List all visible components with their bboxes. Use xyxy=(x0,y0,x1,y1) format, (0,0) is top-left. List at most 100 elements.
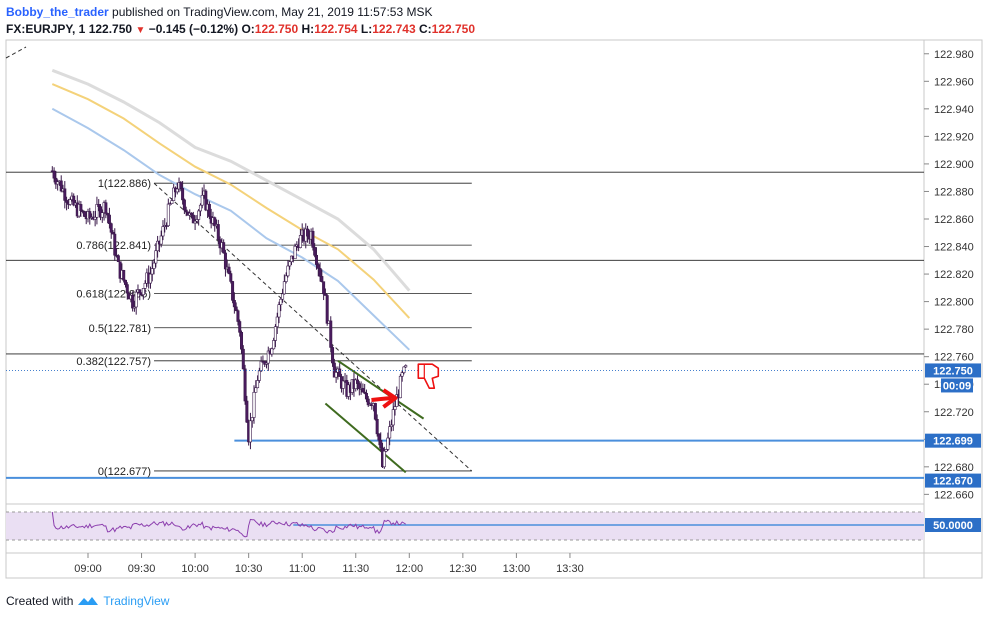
y-tick-label: 122.800 xyxy=(934,297,974,309)
candle-body xyxy=(197,210,201,220)
candle-body xyxy=(191,214,195,224)
candle-body xyxy=(279,298,283,305)
candle-body xyxy=(284,275,288,282)
candle-body xyxy=(382,450,386,468)
y-tick-label: 122.900 xyxy=(934,159,974,171)
candle-body xyxy=(293,245,297,260)
candle-body xyxy=(354,379,358,389)
candle-body xyxy=(111,231,115,235)
time-axis: 09:00 09:30 10:00 10:30 11:00 11:30 12:00 12:30… xyxy=(74,553,584,575)
candle-body xyxy=(200,194,204,206)
candle-body xyxy=(256,380,260,389)
open-label: O: xyxy=(241,22,255,36)
close-value: 122.750 xyxy=(431,22,476,36)
candle-body xyxy=(168,203,172,205)
candle-body xyxy=(172,187,176,201)
rsi-level-label: 50.0000 xyxy=(933,520,973,532)
ma-line-2 xyxy=(51,68,411,292)
candle-body xyxy=(138,289,142,294)
price-tags: 122.750 00:09 122.699 122.670 xyxy=(6,363,981,488)
x-tick-label: 12:00 xyxy=(396,563,424,575)
candle-body xyxy=(393,406,397,410)
candle-body xyxy=(364,392,368,400)
candle-body xyxy=(123,279,127,285)
candle-body xyxy=(161,226,165,237)
y-tick-label: 122.940 xyxy=(934,104,974,116)
y-tick-label: 122.760 xyxy=(934,352,974,364)
rsi-panel: 50.0000 xyxy=(6,511,981,541)
x-tick-label: 10:00 xyxy=(181,563,209,575)
author-link[interactable]: Bobby_the_trader xyxy=(6,5,109,19)
candle-body xyxy=(104,202,108,214)
rsi-level-tag xyxy=(925,518,981,532)
candle-body xyxy=(314,254,318,265)
open-value: 122.750 xyxy=(254,22,299,36)
candle-body xyxy=(329,320,333,348)
candle-body xyxy=(275,316,279,327)
countdown-tag xyxy=(941,378,973,393)
price-tag-label: 122.750 xyxy=(933,365,973,377)
candle-body xyxy=(241,348,245,370)
candle-body xyxy=(282,281,286,295)
candle-body xyxy=(98,206,102,218)
y-tick-label: 122.880 xyxy=(934,186,974,198)
thumbs-down-icon xyxy=(417,363,440,389)
y-tick-label: 122.960 xyxy=(934,76,974,88)
fib-level-label: 1(122.886) xyxy=(98,178,151,190)
x-tick-label: 13:00 xyxy=(503,563,531,575)
candle-body xyxy=(384,449,388,452)
last-price: 122.750 xyxy=(88,22,133,36)
low-value: 122.743 xyxy=(372,22,416,36)
candle-body xyxy=(366,398,370,406)
x-tick-label: 10:30 xyxy=(235,563,263,575)
candle-body xyxy=(229,273,233,282)
candle-body xyxy=(195,219,199,222)
fib-level-label: 0.382(122.757) xyxy=(76,356,151,368)
candle-body xyxy=(245,400,249,423)
candle-body xyxy=(398,375,402,399)
candle-body xyxy=(116,255,120,263)
candle-body xyxy=(166,203,170,227)
candle-body xyxy=(97,204,101,207)
tradingview-brand-link[interactable]: TradingView xyxy=(103,594,170,608)
candle-body xyxy=(52,170,56,179)
candle-body xyxy=(134,291,138,308)
trendlines xyxy=(5,46,473,474)
candle-body xyxy=(93,216,97,220)
candle-body xyxy=(56,181,60,185)
candle-body xyxy=(122,270,126,281)
candle-body xyxy=(106,213,110,216)
candle-body xyxy=(323,293,327,296)
candle-body xyxy=(389,424,393,427)
y-tick-label: 122.660 xyxy=(934,489,974,501)
thumb-shape xyxy=(417,363,440,389)
candle-body xyxy=(175,188,179,193)
fib-level-label: 0.5(122.781) xyxy=(89,323,151,335)
candle-body xyxy=(82,211,86,217)
candle-body xyxy=(193,220,197,224)
candle-body xyxy=(257,370,261,381)
candle-body xyxy=(222,242,226,254)
candle-body xyxy=(286,265,290,277)
candle-body xyxy=(148,273,152,284)
horizontal-lines xyxy=(6,171,924,479)
candle-body xyxy=(338,368,342,377)
candle-body xyxy=(400,372,404,377)
candle-body xyxy=(341,380,345,389)
candle-body xyxy=(306,228,310,237)
price-tag xyxy=(925,473,981,488)
candle-body xyxy=(388,426,392,439)
x-tick-label: 09:30 xyxy=(128,563,156,575)
candle-body xyxy=(181,188,185,201)
candle-body xyxy=(375,418,379,435)
x-tick-label: 11:00 xyxy=(289,563,316,575)
candle-body xyxy=(243,368,247,402)
created-with-label: Created with xyxy=(6,594,74,608)
price-axis: 122.980 122.960 122.940 122.920 122.900 122.8… xyxy=(924,49,974,501)
dashed-trendline-stub xyxy=(5,46,27,59)
x-tick-label: 09:00 xyxy=(74,563,102,575)
candle-body xyxy=(143,283,147,289)
high-label: H: xyxy=(301,22,315,36)
y-tick-label: 122.840 xyxy=(934,242,974,254)
